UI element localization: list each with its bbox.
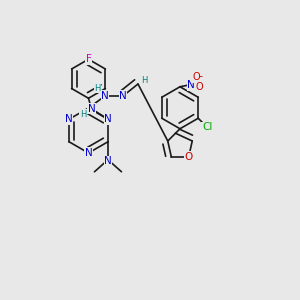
- Text: F: F: [85, 54, 91, 64]
- Text: Cl: Cl: [202, 122, 212, 132]
- Text: N: N: [119, 91, 127, 101]
- Text: N: N: [104, 114, 112, 124]
- Text: N: N: [187, 80, 195, 90]
- Text: O: O: [192, 73, 200, 82]
- Text: N: N: [104, 156, 112, 166]
- Text: H: H: [141, 76, 148, 85]
- Text: H: H: [94, 84, 101, 93]
- Text: N: N: [88, 104, 95, 114]
- Text: H: H: [80, 110, 86, 118]
- Text: N: N: [101, 91, 109, 101]
- Text: O: O: [196, 82, 203, 92]
- Text: O: O: [184, 152, 193, 162]
- Text: -: -: [198, 71, 203, 81]
- Text: N: N: [85, 148, 92, 158]
- Text: N: N: [65, 114, 73, 124]
